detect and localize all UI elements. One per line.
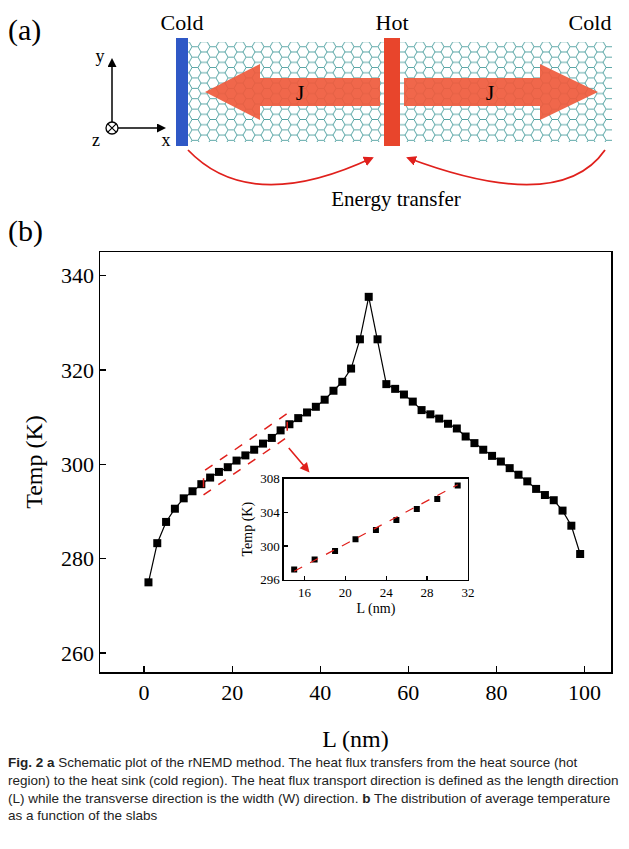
svg-text:40: 40	[309, 680, 331, 705]
svg-text:20: 20	[339, 585, 352, 600]
svg-text:20: 20	[221, 680, 243, 705]
svg-text:300: 300	[260, 539, 280, 554]
svg-text:z: z	[92, 130, 100, 150]
svg-text:32: 32	[461, 585, 474, 600]
svg-text:280: 280	[61, 546, 94, 571]
svg-text:Hot: Hot	[376, 10, 409, 35]
svg-text:y: y	[96, 46, 105, 66]
svg-text:260: 260	[61, 641, 94, 666]
svg-text:296: 296	[260, 572, 280, 587]
svg-text:308: 308	[260, 471, 280, 486]
svg-text:Energy transfer: Energy transfer	[331, 187, 461, 211]
html-text:(b): (b)	[8, 214, 43, 247]
svg-text:320: 320	[61, 358, 94, 383]
svg-text:100: 100	[568, 680, 601, 705]
svg-text:28: 28	[421, 585, 434, 600]
svg-text:80: 80	[485, 680, 507, 705]
svg-text:Temp (K): Temp (K)	[240, 502, 256, 557]
svg-text:16: 16	[298, 585, 312, 600]
svg-text:Cold: Cold	[161, 10, 204, 35]
svg-text:Temp (K): Temp (K)	[21, 415, 47, 509]
svg-text:60: 60	[397, 680, 419, 705]
svg-text:Cold: Cold	[569, 10, 612, 35]
svg-text:304: 304	[260, 505, 280, 520]
svg-text:L (nm): L (nm)	[357, 601, 396, 617]
svg-text:J: J	[296, 80, 305, 105]
html-text:Fig. 2 a Schematic plot of the: Fig. 2 a Schematic plot of the rNEMD met…	[8, 755, 619, 824]
svg-text:300: 300	[61, 452, 94, 477]
svg-text:(a): (a)	[8, 13, 41, 47]
svg-text:340: 340	[61, 263, 94, 288]
svg-text:J: J	[486, 80, 495, 105]
svg-text:24: 24	[380, 585, 394, 600]
svg-text:x: x	[162, 130, 171, 150]
svg-text:L (nm): L (nm)	[322, 726, 388, 752]
svg-text:0: 0	[139, 680, 150, 705]
